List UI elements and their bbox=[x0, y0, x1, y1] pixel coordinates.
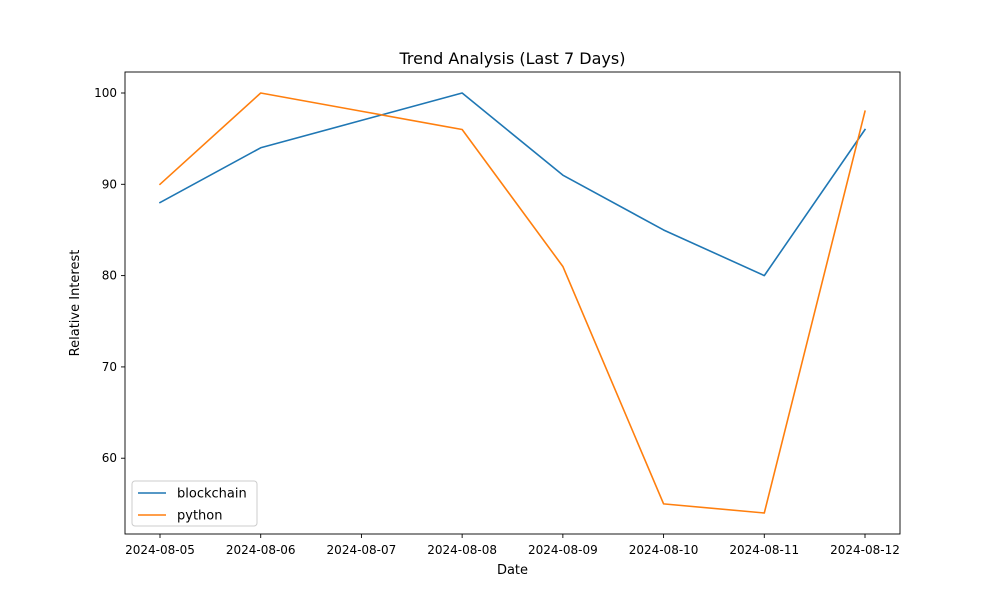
x-axis-ticks: 2024-08-05 2024-08-06 2024-08-07 2024-08-08… bbox=[125, 534, 900, 557]
legend-label-python: python bbox=[177, 509, 222, 524]
x-tick-label: 2024-08-06 bbox=[226, 543, 296, 557]
x-axis-label: Date bbox=[497, 563, 528, 578]
y-tick-label: 90 bbox=[102, 177, 117, 191]
plot-area bbox=[125, 72, 900, 534]
y-tick-label: 70 bbox=[102, 360, 117, 374]
x-tick-label: 2024-08-12 bbox=[830, 543, 900, 557]
x-tick-label: 2024-08-09 bbox=[528, 543, 598, 557]
series-lines bbox=[158, 92, 867, 514]
x-tick-label: 2024-08-11 bbox=[729, 543, 799, 557]
y-axis-label: Relative Interest bbox=[68, 250, 83, 357]
x-tick-label: 2024-08-07 bbox=[327, 543, 397, 557]
x-tick-label: 2024-08-05 bbox=[125, 543, 195, 557]
chart-title: Trend Analysis (Last 7 Days) bbox=[399, 49, 626, 68]
y-tick-label: 80 bbox=[102, 269, 117, 283]
y-tick-label: 60 bbox=[102, 451, 117, 465]
plot-frame bbox=[124, 71, 901, 535]
x-tick-label: 2024-08-10 bbox=[629, 543, 699, 557]
x-tick-label: 2024-08-08 bbox=[427, 543, 497, 557]
y-tick-label: 100 bbox=[94, 86, 117, 100]
series-line-blockchain bbox=[158, 92, 867, 277]
legend: blockchain python bbox=[131, 480, 258, 527]
legend-label-blockchain: blockchain bbox=[177, 487, 247, 502]
series-line-python bbox=[158, 92, 866, 514]
y-axis-ticks: 60 70 80 90 100 bbox=[94, 86, 125, 465]
